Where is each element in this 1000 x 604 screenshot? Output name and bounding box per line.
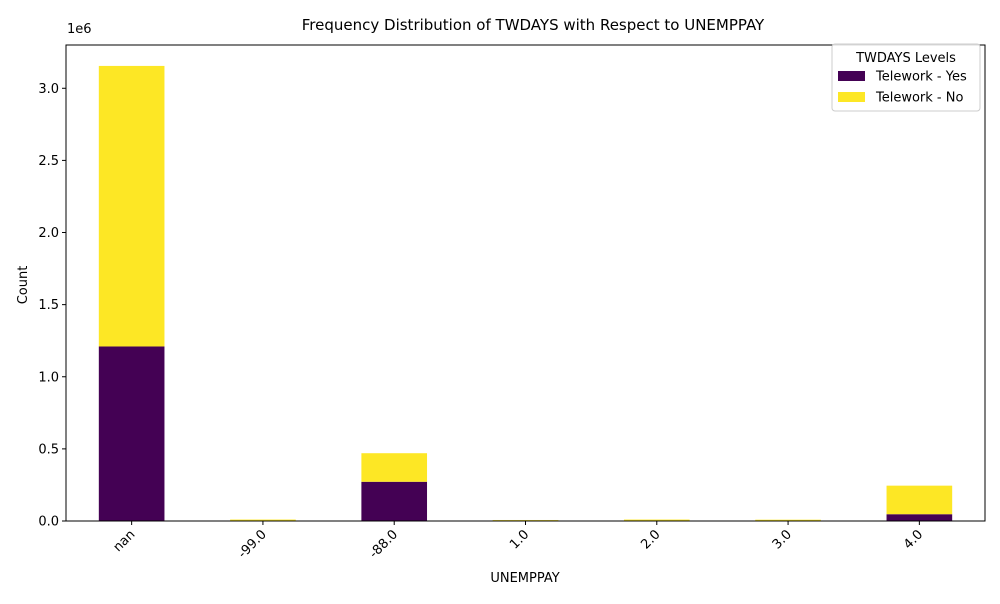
y-tick-label: 0.0: [38, 515, 59, 530]
x-tick-label: 4.0: [901, 527, 926, 552]
y-axis-offset-label: 1e6: [67, 22, 92, 37]
legend: TWDAYS Levels Telework - Yes Telework - N…: [832, 44, 980, 111]
y-tick-label: 2.5: [38, 154, 59, 169]
x-tick-label: 3.0: [770, 527, 795, 552]
bar-telework-yes-0: [99, 346, 165, 521]
legend-swatch-telework-yes: [838, 71, 865, 81]
legend-title: TWDAYS Levels: [855, 51, 956, 66]
x-tick-label: 1.0: [507, 527, 532, 552]
y-axis-label: Count: [16, 266, 31, 305]
y-tick-label: 3.0: [38, 82, 59, 97]
x-axis-label: UNEMPPAY: [490, 571, 559, 586]
y-tick-label: 0.5: [38, 442, 59, 457]
bar-telework-yes-6: [887, 514, 953, 521]
y-axis-ticks: 0.0 0.5 1.0 1.5 2.0 2.5 3.0: [38, 82, 66, 530]
y-tick-label: 1.0: [38, 370, 59, 385]
y-tick-label: 2.0: [38, 226, 59, 241]
x-tick-label: nan: [111, 527, 139, 555]
legend-swatch-telework-no: [838, 92, 865, 102]
bar-telework-no-4: [624, 520, 690, 521]
bar-telework-no-0: [99, 66, 165, 347]
x-tick-label: 2.0: [638, 527, 663, 552]
legend-label-telework-no: Telework - No: [875, 91, 963, 106]
x-tick-label: -99.0: [235, 527, 269, 561]
bar-telework-yes-2: [361, 482, 427, 521]
bars-group: [99, 66, 952, 521]
y-tick-label: 1.5: [38, 298, 59, 313]
x-axis-ticks: nan -99.0 -88.0 1.0 2.0 3.0 4.0: [111, 521, 927, 562]
bar-telework-no-5: [755, 520, 821, 521]
plot-frame: [66, 45, 985, 521]
x-tick-label: -88.0: [367, 527, 401, 561]
bar-telework-no-2: [361, 453, 427, 482]
bar-telework-no-6: [887, 486, 953, 515]
bar-telework-no-1: [230, 520, 296, 521]
chart-title: Frequency Distribution of TWDAYS with Re…: [302, 16, 765, 34]
legend-label-telework-yes: Telework - Yes: [875, 70, 967, 85]
